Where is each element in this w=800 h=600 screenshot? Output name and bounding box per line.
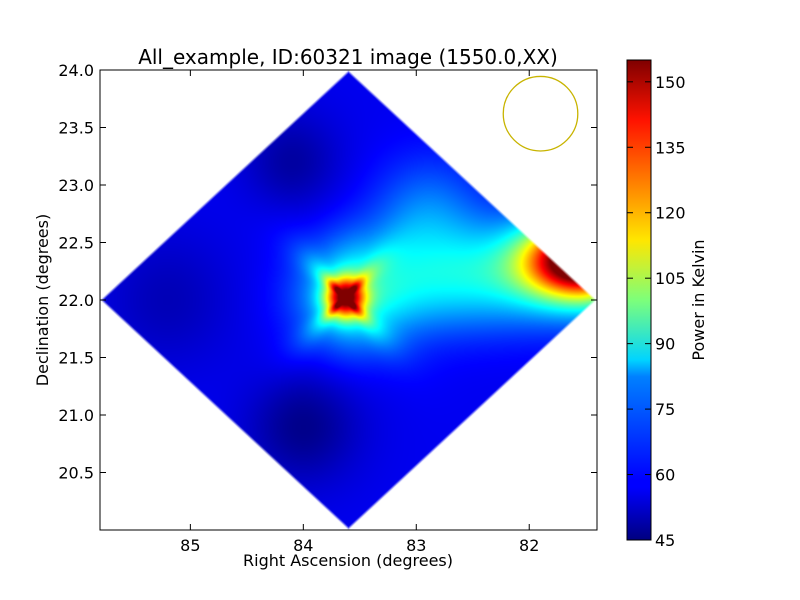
x-axis-label: Right Ascension (degrees)	[243, 551, 453, 570]
y-tick-label: 21.0	[58, 406, 94, 425]
x-axis: 85 84 83 82	[180, 70, 539, 555]
y-tick-label: 22.5	[58, 234, 94, 253]
heatmap-image	[100, 70, 597, 530]
colorbar-tick-label: 120	[655, 204, 686, 223]
colorbar-tick-label: 150	[655, 73, 686, 92]
colorbar-tick-label: 60	[655, 466, 675, 485]
colorbar-tick-label: 75	[655, 400, 675, 419]
y-tick-label: 23.5	[58, 119, 94, 138]
y-tick-label: 21.5	[58, 349, 94, 368]
x-tick-label: 84	[293, 536, 313, 555]
y-axis: 20.5 21.0 21.5 22.0 22.5 23.0 23.5 24.0	[58, 61, 597, 483]
x-tick-label: 83	[406, 536, 426, 555]
colorbar-tick-label: 90	[655, 335, 675, 354]
x-tick-label: 85	[180, 536, 200, 555]
y-axis-label: Declination (degrees)	[33, 214, 52, 386]
x-tick-label: 82	[519, 536, 539, 555]
y-tick-label: 22.0	[58, 291, 94, 310]
y-tick-label: 23.0	[58, 176, 94, 195]
colorbar	[626, 59, 652, 541]
heatmap-area	[100, 70, 597, 530]
colorbar-label: Power in Kelvin	[689, 239, 708, 360]
beam-circle	[502, 75, 579, 152]
colorbar-tick-label: 135	[655, 138, 686, 157]
chart-title: All_example, ID:60321 image (1550.0,XX)	[138, 45, 558, 69]
y-tick-label: 24.0	[58, 61, 94, 80]
colorbar-tick-label: 45	[655, 531, 675, 550]
y-tick-label: 20.5	[58, 464, 94, 483]
colorbar-ticks: 45 60 75 90 105 120 135 150	[627, 73, 686, 550]
colorbar-tick-label: 105	[655, 269, 686, 288]
